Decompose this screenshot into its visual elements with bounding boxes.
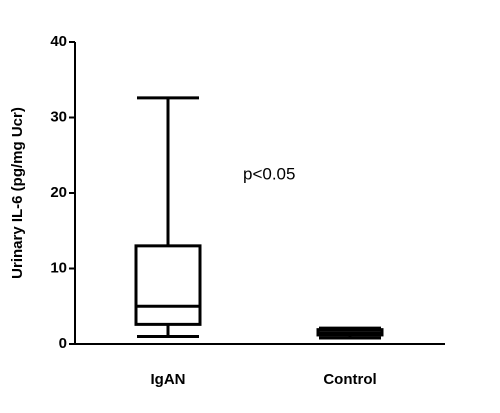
box xyxy=(134,244,202,326)
y-axis-label: Urinary IL-6 (pg/mg Ucr) xyxy=(9,107,26,279)
y-tick-label: 20 xyxy=(50,184,67,201)
y-tick-label: 0 xyxy=(59,335,67,352)
y-tick-label: 40 xyxy=(50,33,67,50)
annotation: p<0.05 xyxy=(243,164,295,183)
x-tick-label: IgAN xyxy=(151,371,186,388)
y-tick-label: 10 xyxy=(50,259,67,276)
y-tick-label: 30 xyxy=(50,108,67,125)
x-tick-label: Control xyxy=(323,371,376,388)
